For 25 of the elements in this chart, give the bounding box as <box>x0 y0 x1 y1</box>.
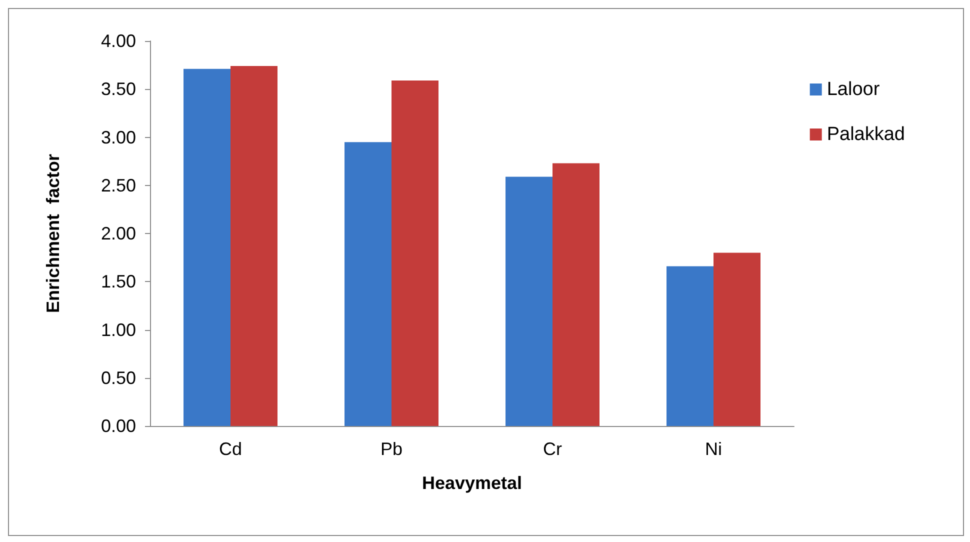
bar <box>552 163 600 426</box>
y-tick-label: 0.50 <box>100 368 136 388</box>
x-axis-title: Heavymetal <box>422 473 522 493</box>
y-axis-title: Enrichment factor <box>43 154 63 314</box>
y-tick-label: 3.50 <box>100 79 136 100</box>
bar <box>666 266 714 426</box>
y-tick-label: 0.00 <box>100 416 136 436</box>
x-tick-label: Cr <box>543 439 562 459</box>
x-tick-label: Ni <box>705 439 722 459</box>
y-tick-label: 2.50 <box>100 175 136 196</box>
y-tick-label: 1.50 <box>100 272 136 292</box>
y-tick-label: 4.00 <box>100 31 136 51</box>
legend-label: Laloor <box>826 79 880 100</box>
y-tick-label: 2.00 <box>100 224 136 244</box>
y-tick-label: 1.00 <box>100 320 136 340</box>
bar <box>184 68 230 426</box>
bar <box>392 80 438 426</box>
bar <box>230 66 278 426</box>
legend-label: Palakkad <box>826 124 906 145</box>
bar <box>506 176 552 426</box>
bar <box>344 142 392 426</box>
x-tick-label: Pb <box>380 439 403 459</box>
bar <box>714 252 760 426</box>
y-tick-label: 3.00 <box>100 127 136 148</box>
x-tick-label: Cd <box>218 439 242 459</box>
